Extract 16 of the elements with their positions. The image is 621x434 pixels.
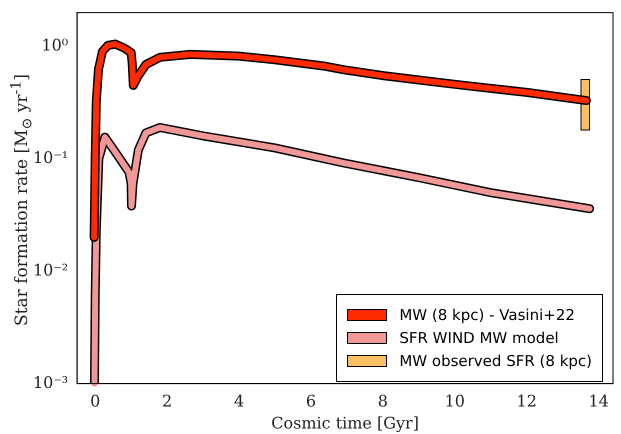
x-tick-label: 8 — [378, 391, 388, 410]
legend-label: SFR WIND MW model — [399, 329, 559, 347]
x-tick-label: 12 — [516, 391, 537, 410]
x-tick-label: 6 — [306, 391, 316, 410]
x-tick-label: 0 — [90, 391, 100, 410]
x-tick-label: 2 — [162, 391, 172, 410]
legend-label: MW (8 kpc) - Vasini+22 — [399, 306, 575, 324]
legend-label: MW observed SFR (8 kpc) — [399, 352, 592, 370]
y-tick-label: 10⁰ — [41, 36, 68, 55]
x-tick-label: 14 — [588, 391, 609, 410]
x-axis-title: Cosmic time [Gyr] — [271, 414, 419, 433]
x-tick-label: 4 — [234, 391, 244, 410]
y-tick-label: 10⁻¹ — [33, 148, 68, 167]
x-tick-label: 10 — [444, 391, 465, 410]
y-tick-label: 10⁻³ — [33, 372, 68, 392]
y-tick-label: 10⁻² — [33, 260, 68, 280]
